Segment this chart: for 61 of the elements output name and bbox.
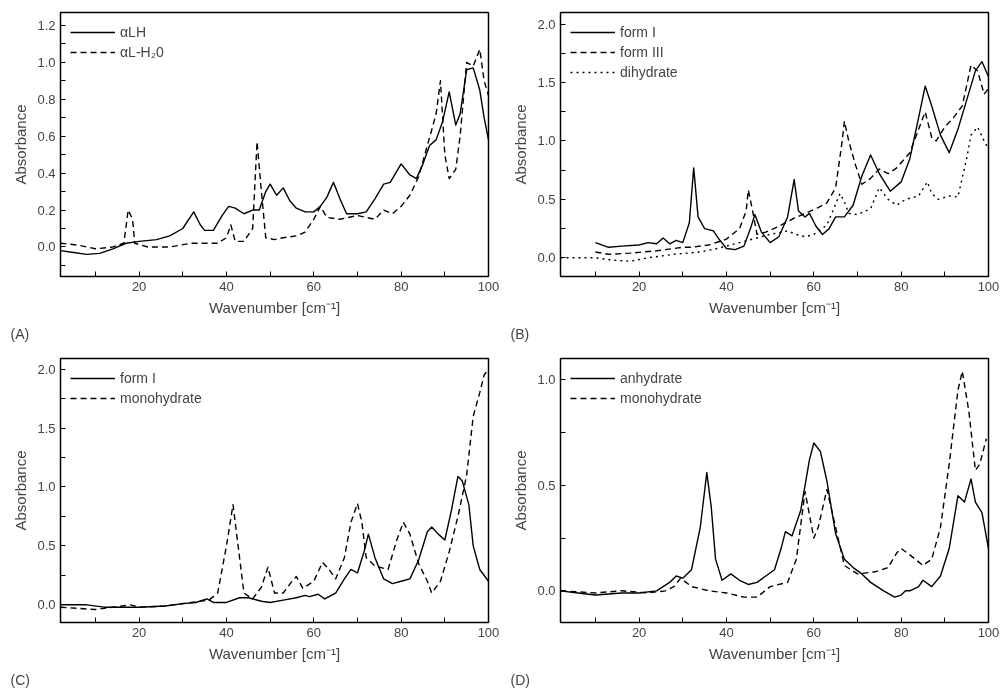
x-tick-label: 40 <box>719 278 734 294</box>
x-tick-label: 80 <box>393 278 409 294</box>
y-tick-label: 2.0 <box>537 16 556 32</box>
legend-label: monohydrate <box>620 390 702 406</box>
x-tick-label: 100 <box>977 278 1000 294</box>
legend-label: form I <box>120 370 156 386</box>
y-tick-label: 0.8 <box>37 91 56 107</box>
x-tick-label: 60 <box>806 624 822 640</box>
y-tick-label: 1.0 <box>537 372 556 388</box>
y-axis-title: Absorbance <box>12 450 30 531</box>
x-tick-label: 100 <box>477 278 500 294</box>
y-tick-label: 0.5 <box>537 191 556 207</box>
x-axis-title: Wavenumber [cm⁻¹] <box>708 298 841 316</box>
legend-label: dihydrate <box>620 64 678 80</box>
x-tick-label: 80 <box>893 624 909 640</box>
legend-label: αL-H₂0 <box>120 44 164 60</box>
x-tick-label: 20 <box>631 624 647 640</box>
x-tick-label: 60 <box>806 278 822 294</box>
y-tick-label: 1.0 <box>37 479 56 495</box>
y-tick-label: 2.0 <box>37 361 56 377</box>
legend-label: anhydrate <box>620 370 683 386</box>
y-tick-label: 0.0 <box>537 583 556 599</box>
y-tick-label: 0.5 <box>537 477 556 493</box>
x-tick-label: 100 <box>977 624 1000 640</box>
x-axis-title: Wavenumber [cm⁻¹] <box>708 644 841 662</box>
y-tick-label: 0.0 <box>537 250 556 266</box>
x-tick-label: 40 <box>719 624 734 640</box>
text: (D) <box>510 671 530 688</box>
y-axis-title: Absorbance <box>512 104 530 185</box>
text: (B) <box>510 325 530 342</box>
y-tick-label: 0.2 <box>37 202 56 218</box>
x-tick-label: 100 <box>477 624 500 640</box>
y-tick-label: 0.5 <box>37 538 56 554</box>
y-axis-title: Absorbance <box>512 450 530 531</box>
text: (C) <box>10 671 30 688</box>
y-tick-label: 1.2 <box>37 17 56 33</box>
y-tick-label: 1.0 <box>37 54 56 70</box>
x-tick-label: 20 <box>631 278 647 294</box>
x-tick-label: 80 <box>893 278 909 294</box>
y-tick-label: 0.0 <box>37 597 56 613</box>
y-tick-label: 0.6 <box>37 128 56 144</box>
legend-label: monohydrate <box>120 390 202 406</box>
y-tick-label: 1.5 <box>37 420 56 436</box>
y-tick-label: 0.0 <box>37 239 56 255</box>
y-tick-label: 1.5 <box>537 75 556 91</box>
y-axis-title: Absorbance <box>12 104 30 185</box>
x-tick-label: 80 <box>393 624 409 640</box>
x-axis-title: Wavenumber [cm⁻¹] <box>208 298 341 316</box>
x-tick-label: 20 <box>131 624 147 640</box>
y-tick-label: 0.4 <box>37 165 56 181</box>
text: (A) <box>10 325 30 342</box>
legend-label: αLH <box>120 24 146 40</box>
x-tick-label: 40 <box>219 624 234 640</box>
legend-label: form I <box>620 24 656 40</box>
legend-label: form III <box>620 44 664 60</box>
x-axis-title: Wavenumber [cm⁻¹] <box>208 644 341 662</box>
x-tick-label: 40 <box>219 278 234 294</box>
x-tick-label: 60 <box>306 278 322 294</box>
x-tick-label: 60 <box>306 624 322 640</box>
x-tick-label: 20 <box>131 278 147 294</box>
y-tick-label: 1.0 <box>537 133 556 149</box>
